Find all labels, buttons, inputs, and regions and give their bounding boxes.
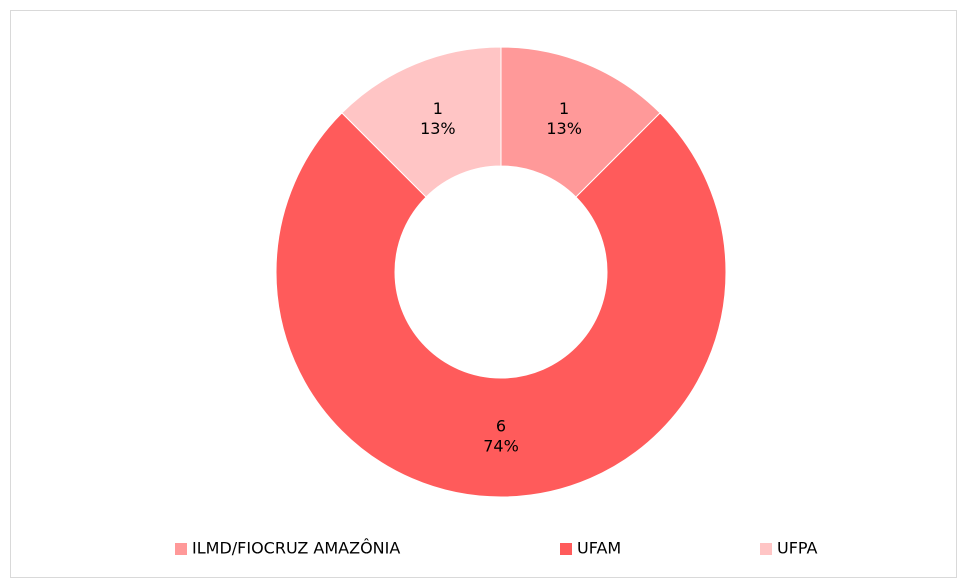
donut-slice <box>500 46 661 198</box>
donut-slice <box>275 112 727 498</box>
legend-label: ILMD/FIOCRUZ AMAZÔNIA <box>192 539 400 558</box>
percent-label: 13% <box>420 119 456 138</box>
percent-label: 74% <box>483 437 519 456</box>
legend-swatch <box>175 543 187 555</box>
value-label: 1 <box>433 99 443 118</box>
percent-label: 13% <box>546 119 582 138</box>
legend-swatch <box>760 543 772 555</box>
value-label: 6 <box>496 417 506 436</box>
value-label: 1 <box>559 99 569 118</box>
legend-label: UFAM <box>577 539 621 558</box>
legend-swatch <box>560 543 572 555</box>
donut-slice <box>341 46 502 198</box>
legend-label: UFPA <box>777 539 818 558</box>
